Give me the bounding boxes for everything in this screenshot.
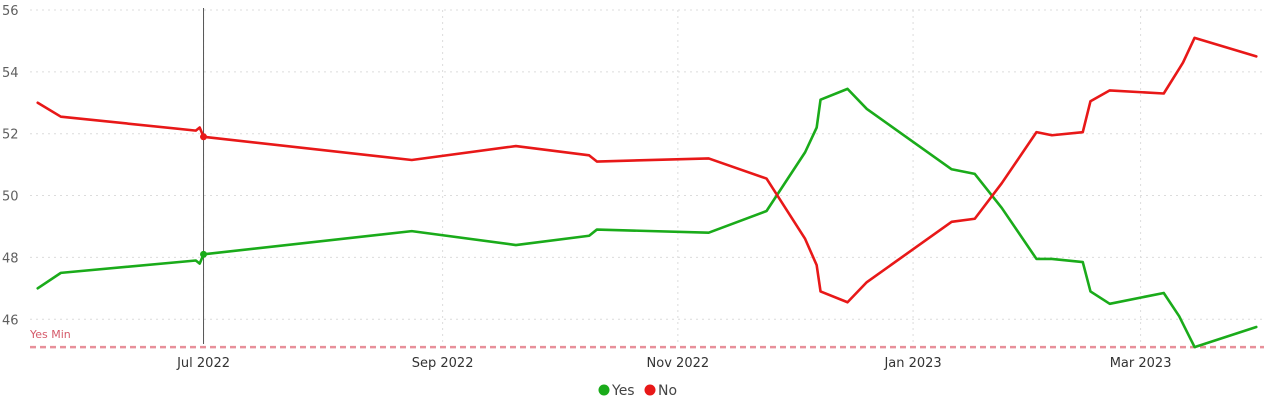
x-tick-label: Nov 2022 xyxy=(647,356,710,371)
hover-markers xyxy=(200,133,208,258)
reference-line-label: Yes Min xyxy=(29,328,71,341)
series-lines xyxy=(36,36,1258,349)
y-tick-label: 56 xyxy=(2,4,19,19)
y-axis: 46 48 50 52 54 56 xyxy=(2,4,19,328)
x-axis: Jul 2022 Sep 2022 Nov 2022 Jan 2023 Mar 2023 xyxy=(176,356,1171,371)
legend-label-no[interactable]: No xyxy=(658,383,677,399)
x-tick-label: Sep 2022 xyxy=(412,356,474,371)
reference-line-group: Yes Min xyxy=(29,328,1264,349)
y-tick-label: 52 xyxy=(2,128,19,143)
y-tick-label: 54 xyxy=(2,66,19,81)
hover-marker-yes xyxy=(200,250,208,258)
x-tick-label: Mar 2023 xyxy=(1110,356,1172,371)
y-tick-label: 50 xyxy=(2,190,19,205)
hover-marker-no xyxy=(200,133,208,141)
legend-label-yes[interactable]: Yes xyxy=(611,383,635,399)
x-tick-label: Jul 2022 xyxy=(176,356,230,371)
series-line-no[interactable] xyxy=(36,36,1258,304)
series-line-yes[interactable] xyxy=(36,87,1258,349)
grid-lines xyxy=(30,9,1264,344)
y-tick-label: 46 xyxy=(2,313,19,328)
legend: Yes No xyxy=(598,383,677,399)
legend-swatch-no xyxy=(644,384,656,396)
legend-swatch-yes xyxy=(598,384,610,396)
y-tick-label: 48 xyxy=(2,251,19,266)
x-tick-label: Jan 2023 xyxy=(883,356,941,371)
